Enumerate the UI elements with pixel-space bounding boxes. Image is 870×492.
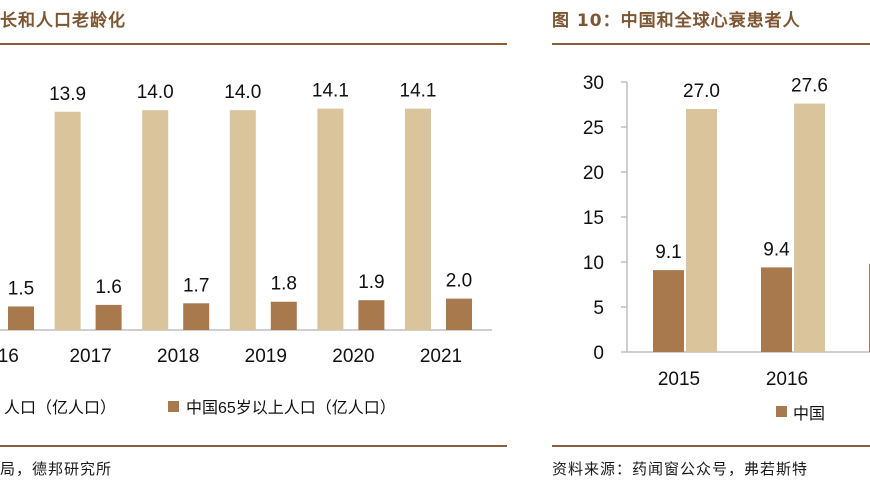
bar-elderly-2019 [270,301,297,330]
data-label: 27.6 [791,76,828,97]
bar-population-2018 [142,110,169,330]
data-label: 27.0 [683,81,720,102]
y-tick-label: 20 [583,163,604,184]
y-tick-label: 5 [593,298,604,319]
data-label: 14.0 [137,82,174,103]
bar-population-2017 [54,111,81,331]
bar-population-2021 [405,108,431,330]
chart-title-right: 图 10：中国和全球心衰患者人 [552,11,801,31]
x-tick-label: 2020 [332,346,374,367]
legend-label-china: 中国 [793,405,825,423]
chart-title-left: 长和人口老龄化 [0,11,126,31]
y-tick-label: 30 [583,73,604,94]
bar-population-2020 [317,108,344,330]
bar-china-2015 [653,270,684,352]
bar-global-2015 [686,109,717,352]
x-tick-label: 2017 [69,346,111,367]
data-label: 1.6 [95,277,121,298]
source-divider-right [552,445,870,447]
title-divider-left [0,43,507,45]
x-tick-label: 2021 [420,346,462,367]
data-label: 13.9 [49,84,86,105]
x-tick-label: 2018 [157,346,199,367]
x-tick-label: 2016 [766,369,808,390]
legend-swatch-china [776,406,787,417]
y-tick-label: 0 [593,343,604,364]
title-divider-right [552,43,870,45]
data-label: 1.5 [8,278,34,299]
data-label: 14.0 [224,82,261,103]
bar-elderly-2017 [95,304,122,330]
data-label: 1.9 [358,272,384,293]
elderly-population-chart: .81.501613.91.6201714.01.7201814.01.8201… [0,81,492,417]
x-tick-label: 2019 [245,346,287,367]
data-label: 14.1 [400,81,437,102]
bar-population-2019 [229,110,256,330]
data-label: 1.7 [183,275,209,296]
bar-elderly-2018 [183,303,210,330]
data-label: 2.0 [446,271,472,292]
legend-label-elderly: 中国65岁以上人口（亿人口） [186,399,396,417]
data-label: 9.1 [655,242,681,263]
x-tick-label: 2015 [658,369,700,390]
legend-swatch-elderly [168,401,179,412]
data-label: 9.4 [763,239,790,260]
bar-elderly-2016 [8,306,34,330]
data-label: 1.8 [271,274,297,295]
bar-elderly-2020 [358,300,385,330]
bar-elderly-2021 [446,298,472,330]
y-tick-label: 10 [583,253,604,274]
y-tick-label: 25 [583,118,604,139]
y-tick-label: 15 [583,208,604,229]
x-tick-label: 016 [0,346,19,367]
source-divider-left [0,445,507,447]
source-note-right: 资料来源：药闻窗公众号，弗若斯特 [552,460,809,478]
bar-china-2016 [761,267,792,352]
bar-global-2016 [794,103,825,352]
data-label: 14.1 [312,81,349,102]
legend-label-population: 人口（亿人口） [4,399,116,417]
source-note-left: 局，德邦研究所 [0,460,113,478]
